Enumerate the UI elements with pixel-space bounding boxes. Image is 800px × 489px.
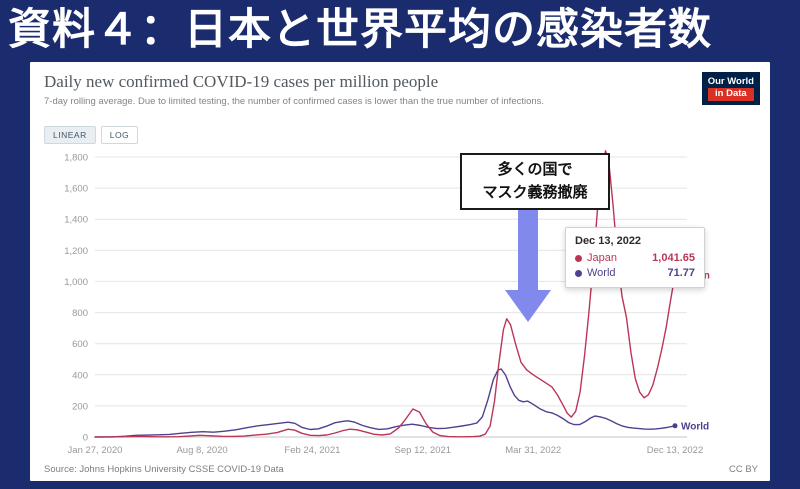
- chart-header-text: Daily new confirmed COVID-19 cases per m…: [44, 72, 544, 107]
- owid-chart-panel: Daily new confirmed COVID-19 cases per m…: [30, 62, 770, 481]
- annotation-box: 多くの国で マスク義務撤廃: [460, 153, 610, 210]
- tooltip: Dec 13, 2022 Japan 1,041.65 World 71.77: [565, 227, 705, 288]
- x-tick-label: Sep 12, 2021: [395, 445, 452, 456]
- y-tick-label: 0: [83, 433, 88, 444]
- x-tick-label: Aug 8, 2020: [176, 445, 227, 456]
- series-name: World: [587, 267, 616, 279]
- y-tick-label: 1,000: [64, 277, 88, 288]
- chart-title: Daily new confirmed COVID-19 cases per m…: [44, 72, 439, 91]
- x-tick-label: Dec 13, 2022: [647, 445, 704, 456]
- tooltip-date: Dec 13, 2022: [575, 235, 642, 247]
- annotation-line1: 多くの国で: [497, 161, 573, 178]
- tooltip-row: Japan 1,041.65: [575, 252, 695, 264]
- chart-subtitle: 7-day rolling average. Due to limited te…: [44, 96, 545, 107]
- y-tick-label: 1,200: [64, 246, 88, 257]
- y-tick-label: 400: [72, 370, 88, 381]
- series-name: Japan: [587, 252, 617, 264]
- owid-logo[interactable]: Our World in Data: [701, 72, 760, 105]
- source-label: Source: Johns Hopkins University CSSE CO…: [44, 464, 284, 475]
- scale-toggle: LINEAR LOG: [44, 126, 139, 144]
- annotation-line2: マスク義務撤廃: [482, 183, 588, 201]
- y-tick-label: 1,600: [64, 184, 88, 195]
- chart-footer: Source: Johns Hopkins University CSSE CO…: [44, 464, 758, 475]
- world-end-label: World: [681, 421, 709, 432]
- series-dot: [575, 269, 582, 277]
- world-line: [94, 368, 676, 438]
- series-value: 1,041.65: [652, 252, 695, 264]
- tooltip-row: World 71.77: [575, 267, 695, 279]
- slide-title: 資料４：日本と世界平均の感染者数: [8, 6, 712, 54]
- log-scale-button[interactable]: LOG: [100, 126, 139, 144]
- series-value: 71.77: [667, 267, 695, 279]
- owid-logo-line1: Our World: [707, 76, 754, 87]
- linear-scale-button[interactable]: LINEAR: [44, 126, 96, 144]
- series-dot: [575, 254, 582, 262]
- y-tick-label: 1,800: [64, 153, 88, 164]
- line-chart[interactable]: 0 200 400 600 800 1,000 1,200 1,400 1,600 1,800 Ja…: [30, 147, 770, 457]
- down-arrow-icon: [505, 210, 551, 322]
- world-endpoint: [672, 423, 678, 429]
- x-tick-label: Jan 27, 2020: [68, 445, 123, 456]
- license-label[interactable]: CC BY: [728, 464, 758, 475]
- y-tick-label: 600: [72, 339, 88, 350]
- y-tick-label: 200: [72, 401, 88, 412]
- y-tick-label: 800: [72, 308, 88, 319]
- x-tick-label: Mar 31, 2022: [505, 445, 561, 456]
- chart-header: Daily new confirmed COVID-19 cases per m…: [30, 62, 770, 107]
- owid-logo-line2: in Data: [707, 88, 754, 101]
- japan-line: [94, 150, 676, 438]
- x-tick-label: Feb 24, 2021: [284, 445, 340, 456]
- y-tick-label: 1,400: [64, 215, 88, 226]
